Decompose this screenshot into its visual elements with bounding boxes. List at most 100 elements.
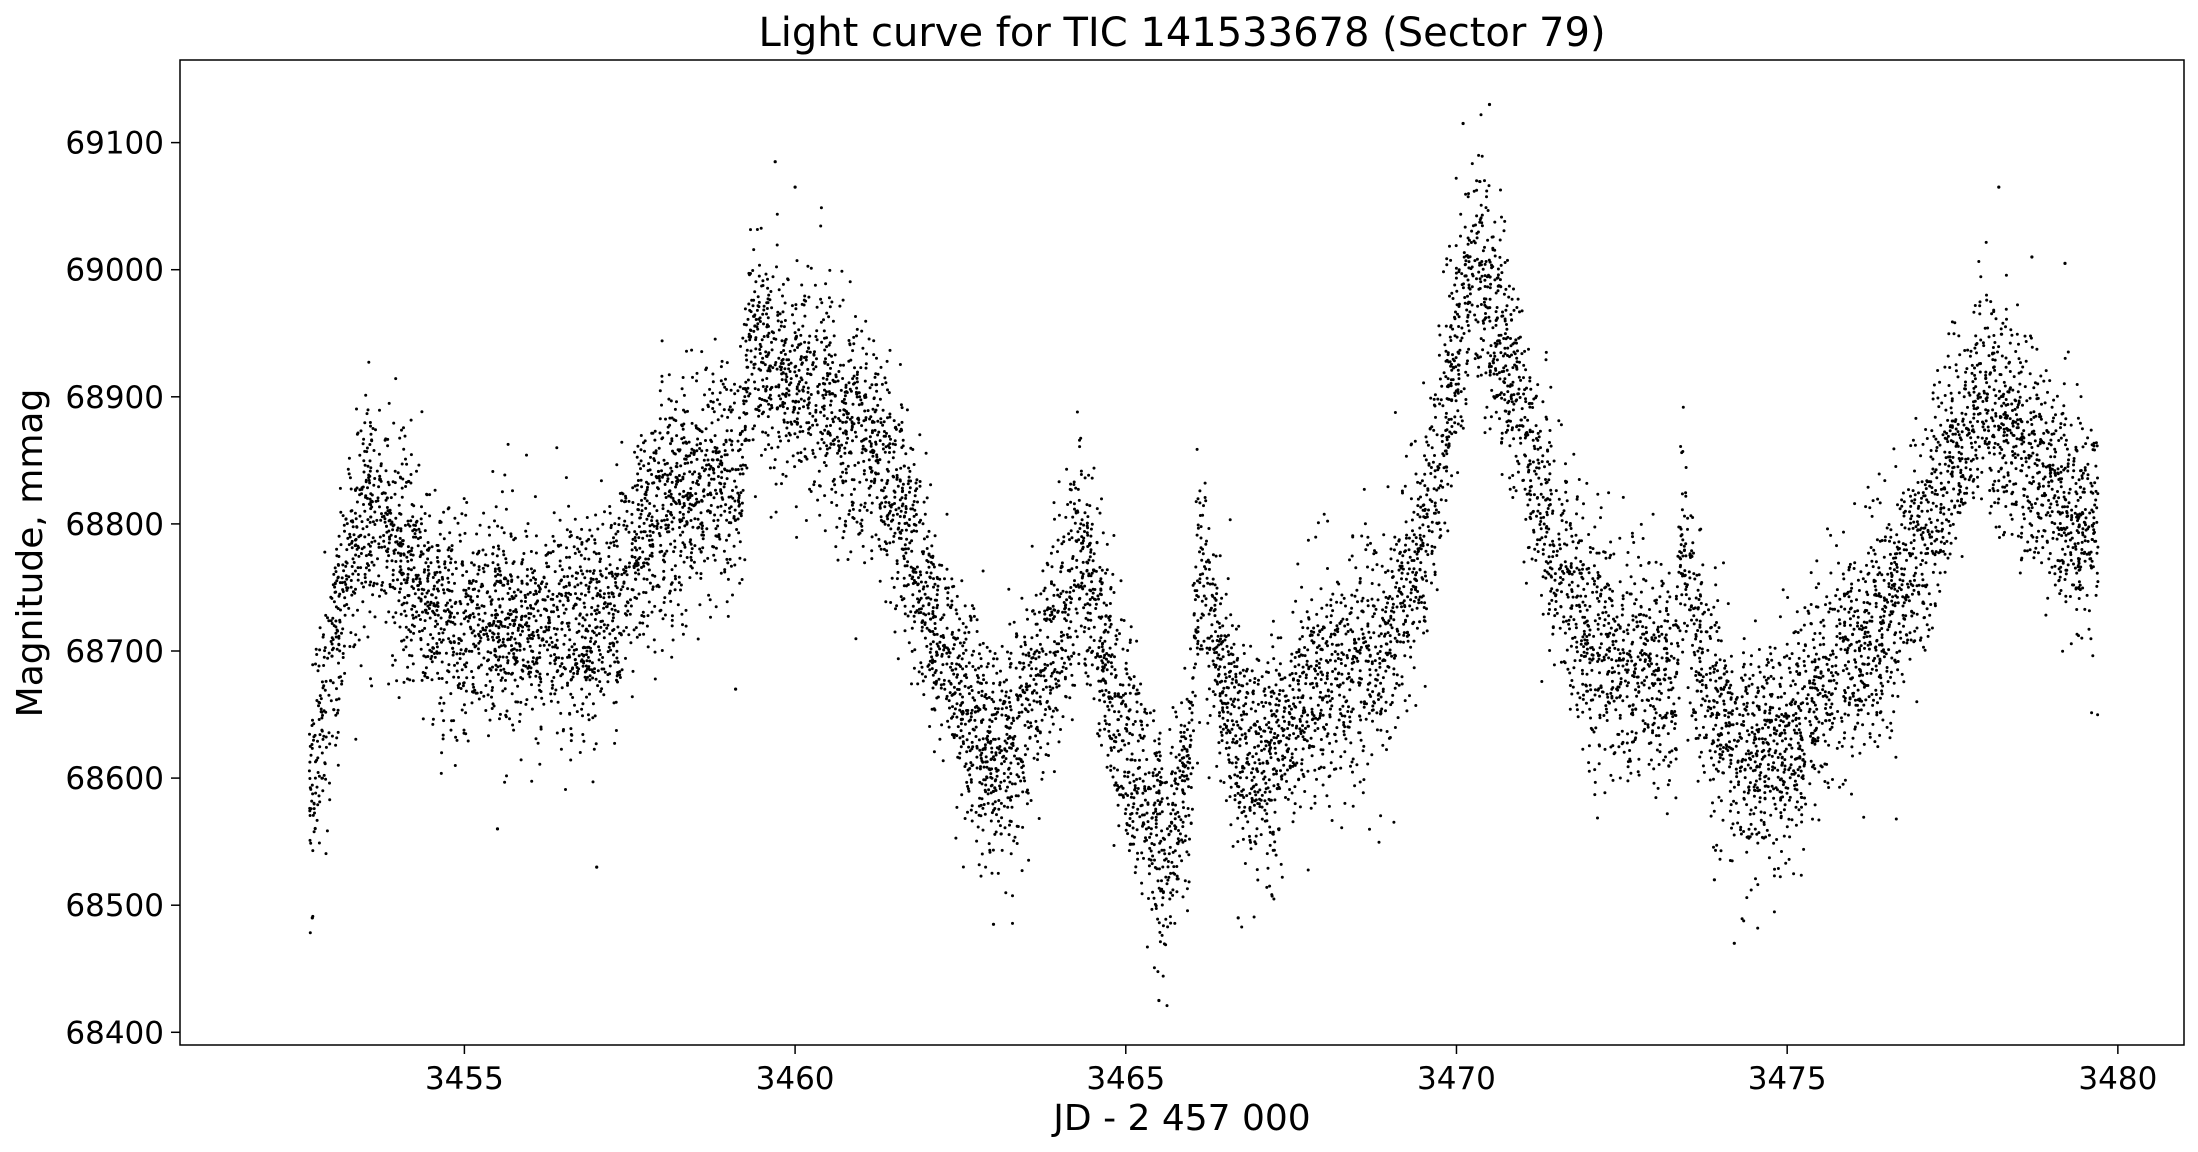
data-point bbox=[868, 386, 872, 390]
data-point bbox=[738, 385, 742, 389]
data-point bbox=[1303, 646, 1307, 649]
data-point bbox=[1549, 488, 1553, 492]
data-point bbox=[1206, 581, 1210, 585]
data-point bbox=[1668, 595, 1672, 599]
data-point bbox=[387, 483, 391, 487]
data-point bbox=[2066, 469, 2070, 473]
data-point bbox=[670, 624, 674, 628]
data-point bbox=[830, 411, 834, 415]
data-point bbox=[1711, 801, 1714, 805]
data-point bbox=[795, 259, 799, 263]
data-point bbox=[1190, 807, 1194, 811]
data-point bbox=[1082, 536, 1086, 540]
data-point bbox=[1268, 843, 1272, 847]
data-point bbox=[1390, 609, 1393, 613]
data-point bbox=[1540, 460, 1544, 464]
data-point bbox=[1152, 966, 1156, 970]
data-point bbox=[364, 580, 368, 584]
data-point bbox=[1810, 660, 1814, 664]
data-point bbox=[844, 385, 848, 389]
data-point bbox=[1245, 776, 1249, 780]
data-point bbox=[343, 529, 346, 533]
data-point bbox=[1412, 599, 1416, 603]
data-point bbox=[1892, 541, 1896, 545]
data-point bbox=[1597, 762, 1601, 766]
data-point bbox=[440, 709, 444, 713]
data-point bbox=[1402, 633, 1406, 637]
data-point bbox=[1682, 544, 1686, 548]
data-point bbox=[467, 586, 471, 590]
data-point bbox=[1757, 737, 1761, 741]
data-point bbox=[1719, 686, 1723, 690]
data-point bbox=[1410, 608, 1414, 612]
data-point bbox=[1227, 653, 1231, 657]
data-point bbox=[1506, 424, 1510, 428]
data-point bbox=[1742, 702, 1746, 706]
data-point bbox=[1960, 555, 1964, 558]
data-point bbox=[901, 438, 905, 442]
data-point bbox=[815, 423, 819, 427]
data-point bbox=[834, 545, 838, 549]
data-point bbox=[670, 520, 674, 524]
data-point bbox=[397, 599, 401, 603]
data-point bbox=[1143, 798, 1147, 802]
data-point bbox=[1435, 588, 1439, 592]
data-point bbox=[716, 524, 720, 528]
data-point bbox=[607, 611, 611, 615]
data-point bbox=[647, 568, 651, 572]
data-point bbox=[1489, 354, 1493, 358]
data-point bbox=[1693, 577, 1697, 581]
data-point bbox=[1724, 721, 1728, 725]
data-point bbox=[1389, 547, 1393, 551]
data-point bbox=[827, 296, 831, 300]
data-point bbox=[1062, 633, 1065, 637]
data-point bbox=[1862, 742, 1866, 746]
data-point bbox=[1565, 499, 1569, 503]
data-point bbox=[369, 432, 373, 436]
data-point bbox=[817, 382, 821, 386]
data-point bbox=[1138, 777, 1142, 781]
data-point bbox=[780, 482, 783, 486]
data-point bbox=[1884, 652, 1888, 656]
data-point bbox=[870, 501, 874, 505]
data-point bbox=[730, 443, 733, 447]
data-point bbox=[683, 457, 687, 461]
data-point bbox=[1106, 630, 1110, 634]
data-point bbox=[566, 683, 569, 687]
data-point bbox=[1501, 310, 1504, 314]
data-point bbox=[1610, 696, 1614, 700]
data-point bbox=[380, 545, 384, 549]
data-point bbox=[1340, 826, 1344, 830]
data-point bbox=[1794, 805, 1798, 809]
data-point bbox=[1306, 713, 1310, 717]
data-point bbox=[1516, 349, 1519, 353]
data-point bbox=[887, 434, 891, 438]
data-point bbox=[2021, 365, 2025, 369]
data-point bbox=[1454, 266, 1458, 270]
data-point bbox=[1000, 689, 1004, 693]
data-point bbox=[1772, 739, 1776, 743]
data-point bbox=[456, 611, 459, 615]
data-point bbox=[1434, 415, 1437, 419]
data-point bbox=[1655, 748, 1659, 752]
data-point bbox=[1222, 781, 1226, 784]
data-point bbox=[1174, 755, 1178, 759]
data-point bbox=[1414, 542, 1418, 546]
data-point bbox=[1067, 532, 1071, 536]
data-point bbox=[572, 671, 576, 675]
data-point bbox=[1895, 563, 1899, 567]
data-point bbox=[2043, 494, 2046, 498]
data-point bbox=[312, 830, 316, 834]
data-point bbox=[1232, 660, 1236, 664]
data-point bbox=[841, 431, 845, 435]
data-point bbox=[856, 370, 859, 374]
data-point bbox=[1425, 607, 1428, 611]
data-point bbox=[689, 487, 693, 490]
data-point bbox=[1289, 707, 1293, 711]
data-point bbox=[932, 577, 935, 581]
data-point bbox=[895, 604, 899, 608]
data-point bbox=[452, 640, 456, 644]
data-point bbox=[643, 449, 646, 453]
data-point bbox=[1729, 762, 1733, 765]
data-point bbox=[1000, 762, 1004, 766]
